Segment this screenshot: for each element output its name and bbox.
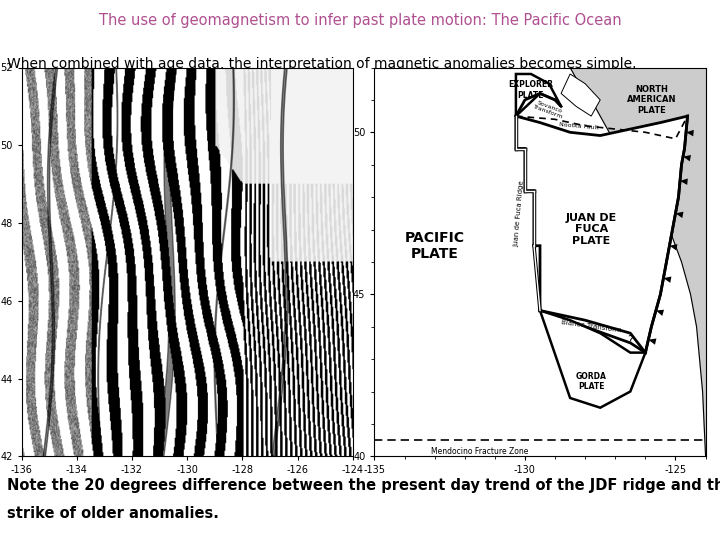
Text: NORTH
AMERICAN
PLATE: NORTH AMERICAN PLATE [626,85,676,115]
Text: Nootka Fault: Nootka Fault [559,122,599,130]
Polygon shape [649,339,657,345]
Text: When combined with age data, the interpretation of magnetic anomalies becomes si: When combined with age data, the interpr… [7,57,636,71]
Text: Mendocino Fracture Zone: Mendocino Fracture Zone [431,447,528,456]
Polygon shape [663,276,672,283]
Text: GORDA
PLATE: GORDA PLATE [576,372,607,391]
Polygon shape [516,116,688,353]
Text: PACIFIC
PLATE: PACIFIC PLATE [405,231,464,261]
Text: JUAN DE
FUCA
PLATE: JUAN DE FUCA PLATE [566,213,617,246]
Text: ?: ? [627,335,634,345]
Polygon shape [675,212,683,218]
Polygon shape [540,310,645,408]
Text: Juan de Fuca Ridge: Juan de Fuca Ridge [513,180,525,247]
Text: Blanco Transform: Blanco Transform [561,320,621,334]
Polygon shape [683,155,691,161]
Polygon shape [561,74,600,116]
Polygon shape [686,130,694,136]
Polygon shape [656,310,664,316]
Polygon shape [680,179,688,185]
Polygon shape [570,68,706,456]
Text: The use of geomagnetism to infer past plate motion: The Pacific Ocean: The use of geomagnetism to infer past pl… [99,14,621,29]
Polygon shape [516,74,561,116]
Text: Sovanco
Transform: Sovanco Transform [533,99,566,120]
Polygon shape [670,244,678,251]
Text: Note the 20 degrees difference between the present day trend of the JDF ridge an: Note the 20 degrees difference between t… [7,478,720,493]
Text: strike of older anomalies.: strike of older anomalies. [7,506,219,521]
Text: EXPLORER
PLATE: EXPLORER PLATE [508,80,554,100]
